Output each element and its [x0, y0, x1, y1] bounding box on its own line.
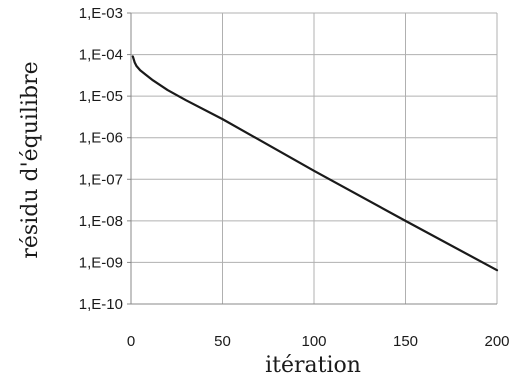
- y-tick-label: 1,E-06: [79, 130, 123, 147]
- tick-labels: 0 50 100 150 200 1,E-03 1,E-04 1,E-05 1,E-06 1,E-…: [79, 5, 510, 350]
- x-tick-label: 50: [214, 333, 231, 350]
- y-tick-label: 1,E-10: [79, 296, 123, 313]
- x-tick-label: 200: [484, 333, 509, 350]
- y-tick-label: 1,E-08: [79, 213, 123, 230]
- x-tick-label: 100: [301, 333, 326, 350]
- y-tick-label: 1,E-09: [79, 254, 123, 271]
- x-tick-label: 0: [127, 333, 135, 350]
- y-axis-title: résidu d'équilibre: [18, 61, 43, 258]
- y-tick-label: 1,E-04: [79, 47, 123, 64]
- axes: [127, 12, 497, 305]
- series-layer: [131, 55, 499, 272]
- x-tick-label: 150: [393, 333, 418, 350]
- x-axis-title: itération: [265, 353, 361, 378]
- grid: [131, 12, 498, 304]
- y-tick-label: 1,E-07: [79, 171, 123, 188]
- y-tick-label: 1,E-03: [79, 5, 123, 22]
- y-tick-label: 1,E-05: [79, 88, 123, 105]
- series-line: [131, 55, 499, 272]
